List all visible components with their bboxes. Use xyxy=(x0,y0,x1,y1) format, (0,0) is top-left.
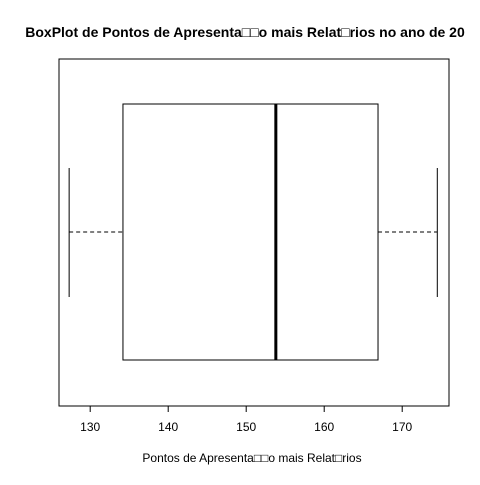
x-tick-label: 140 xyxy=(158,420,178,434)
x-tick-label: 150 xyxy=(236,420,256,434)
x-tick-label: 170 xyxy=(392,420,412,434)
x-tick-label: 130 xyxy=(80,420,100,434)
x-tick-label: 160 xyxy=(314,420,334,434)
box-iqr xyxy=(123,104,378,360)
x-axis: 130 140 150 160 170 xyxy=(80,406,412,434)
x-axis-label: Pontos de Apresenta□□o mais Relat□rios xyxy=(142,451,361,465)
boxplot-group xyxy=(69,104,437,360)
chart-title: BoxPlot de Pontos de Apresenta□□o mais R… xyxy=(25,24,465,40)
